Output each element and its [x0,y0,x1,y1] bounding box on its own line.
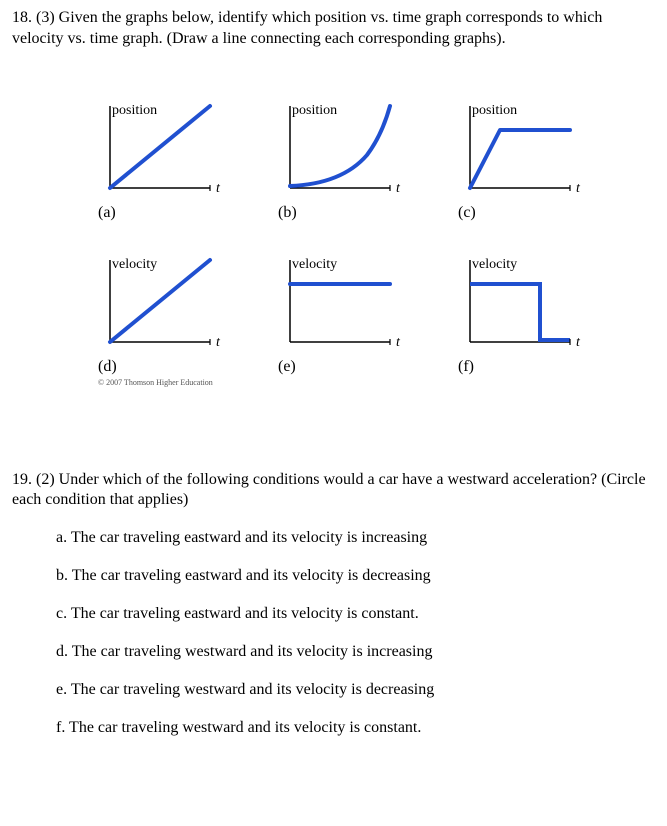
graph-c-xlabel: t [576,181,581,196]
curve-f [470,284,570,340]
q19-options: a. The car traveling eastward and its ve… [56,529,655,737]
graph-b-svg: position t [272,100,412,200]
graph-a: position t (a) [92,100,232,246]
q19-option-b: b. The car traveling eastward and its ve… [56,567,655,585]
graph-d-svg: velocity t [92,254,232,354]
q19-block: 19. (2) Under which of the following con… [12,470,655,738]
q19-option-a: a. The car traveling eastward and its ve… [56,529,655,547]
graph-c-ylabel: position [472,103,517,118]
graph-f-svg: velocity t [452,254,592,354]
graph-a-ylabel: position [112,103,157,118]
graph-e-ylabel: velocity [292,257,337,272]
q19-option-c: c. The car traveling eastward and its ve… [56,605,655,623]
graph-row-2: velocity t (d) © 2007 Thomson Higher Edu… [92,254,655,400]
graph-c-svg: position t [452,100,592,200]
q19-option-d: d. The car traveling westward and its ve… [56,643,655,661]
graph-row-1: position t (a) position t (b) posi [92,100,655,246]
graph-e-xlabel: t [396,335,401,350]
graph-b-caption: (b) [278,204,412,222]
curve-b [290,106,390,186]
graph-a-caption: (a) [98,204,232,222]
graph-b-xlabel: t [396,181,401,196]
graph-d-xlabel: t [216,335,221,350]
graph-b-ylabel: position [292,103,337,118]
curve-a [110,106,210,188]
graph-c-caption: (c) [458,204,592,222]
graph-e: velocity t (e) [272,254,412,400]
graph-f-caption: (f) [458,358,592,376]
q19-option-f: f. The car traveling westward and its ve… [56,719,655,737]
graph-b: position t (b) [272,100,412,246]
graphs-container: position t (a) position t (b) posi [92,100,655,400]
graph-f: velocity t (f) [452,254,592,400]
copyright-text: © 2007 Thomson Higher Education [98,378,232,387]
curve-c [470,130,570,188]
graph-d: velocity t (d) © 2007 Thomson Higher Edu… [92,254,232,400]
graph-c: position t (c) [452,100,592,246]
q19-text: 19. (2) Under which of the following con… [12,470,655,512]
graph-e-caption: (e) [278,358,412,376]
graph-f-ylabel: velocity [472,257,517,272]
graph-a-svg: position t [92,100,232,200]
graph-a-xlabel: t [216,181,221,196]
graph-f-xlabel: t [576,335,581,350]
q19-option-e: e. The car traveling westward and its ve… [56,681,655,699]
curve-d [110,260,210,342]
q18-text: 18. (3) Given the graphs below, identify… [12,8,655,50]
graph-e-svg: velocity t [272,254,412,354]
graph-d-ylabel: velocity [112,257,157,272]
graph-d-caption: (d) [98,358,232,376]
